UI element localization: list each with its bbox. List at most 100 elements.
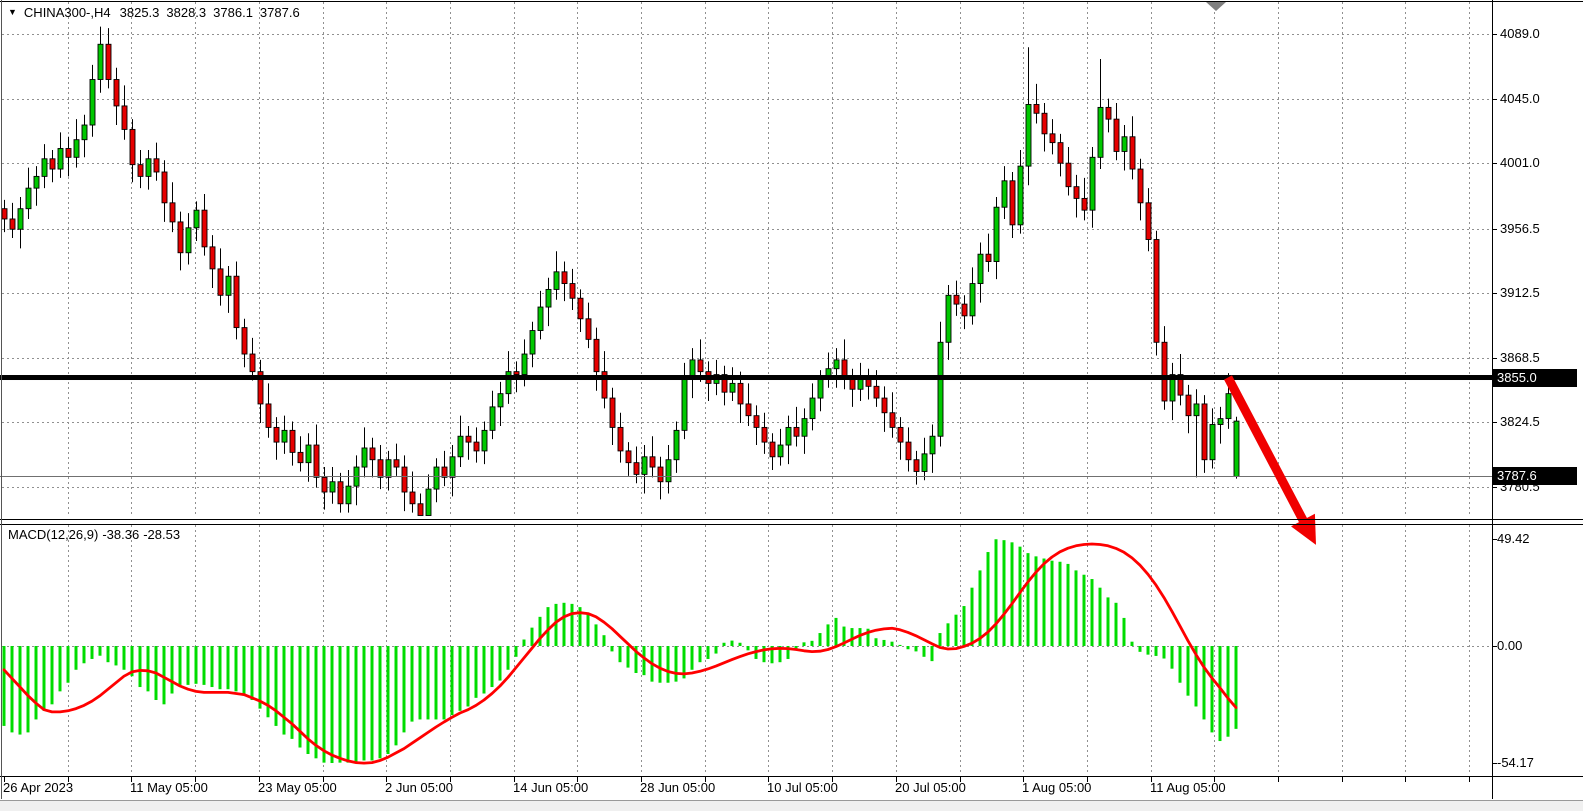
bear-candle — [249, 353, 256, 373]
bull-candle — [673, 429, 680, 461]
indicator-name: MACD(12,26,9) — [8, 527, 99, 542]
bull-candle — [777, 444, 784, 458]
macd-histogram-bar — [1010, 542, 1014, 646]
macd-histogram-bar — [50, 646, 54, 705]
bull-candle — [457, 435, 464, 458]
bull-candle — [361, 447, 368, 468]
bear-candle — [1105, 106, 1112, 120]
bear-candle — [617, 426, 624, 452]
price-tick-label: 3956.5 — [1500, 221, 1540, 236]
bear-candle — [897, 426, 904, 443]
close-value: 3787.6 — [259, 5, 300, 20]
macd-histogram-bar — [1218, 646, 1222, 742]
macd-histogram-bar — [458, 646, 462, 711]
macd-histogram-bar — [298, 646, 302, 748]
time-tick-label: 28 Jun 05:00 — [640, 780, 716, 795]
bear-candle — [905, 441, 912, 461]
macd-histogram-bar — [346, 646, 350, 763]
chart-shift-marker-icon[interactable] — [1206, 2, 1226, 11]
macd-histogram-bar — [34, 646, 38, 720]
bull-candle — [545, 288, 552, 308]
macd-histogram-bar — [322, 646, 326, 763]
macd-histogram-bar — [434, 646, 438, 720]
bear-candle — [577, 297, 584, 320]
bear-candle — [769, 441, 776, 458]
macd-histogram-bar — [42, 646, 46, 711]
bear-candle — [721, 374, 728, 393]
macd-histogram-bar — [1186, 646, 1190, 696]
macd-histogram-bar — [674, 646, 678, 682]
bull-candle — [929, 435, 936, 455]
bear-candle — [1009, 180, 1016, 226]
macd-histogram-bar — [274, 646, 278, 726]
macd-histogram-bar — [426, 646, 430, 720]
bull-candle — [833, 359, 840, 370]
macd-histogram-bar — [618, 646, 622, 663]
bear-candle — [737, 382, 744, 405]
macd-histogram-bar — [578, 607, 582, 646]
macd-histogram-bar — [306, 646, 310, 754]
macd-histogram-bar — [530, 627, 534, 646]
bear-candle — [697, 359, 704, 373]
macd-histogram-bar — [858, 628, 862, 646]
bull-candle — [1225, 393, 1232, 420]
bear-candle — [585, 318, 592, 340]
macd-histogram-bar — [114, 646, 118, 666]
macd-histogram-bar — [778, 646, 782, 663]
bull-candle — [1089, 156, 1096, 211]
bear-candle — [393, 459, 400, 468]
macd-histogram-bar — [1002, 540, 1006, 646]
macd-histogram-bar — [802, 642, 806, 646]
bear-candle — [337, 481, 344, 505]
macd-histogram-bar — [90, 646, 94, 659]
macd-histogram-bar — [162, 646, 166, 705]
bear-candle — [657, 466, 664, 483]
bear-candle — [129, 128, 136, 166]
macd-histogram-bar — [706, 646, 710, 659]
bull-candle — [81, 124, 88, 141]
bull-candle — [785, 426, 792, 446]
time-tick-label: 11 May 05:00 — [130, 780, 208, 795]
macd-histogram-bar — [1114, 602, 1118, 646]
macd-histogram-bar — [194, 646, 198, 684]
macd-histogram-bar — [1026, 553, 1030, 646]
bear-candle — [465, 435, 472, 443]
macd-histogram-bar — [554, 603, 558, 646]
macd-histogram-bar — [1154, 646, 1158, 656]
macd-histogram-bar — [82, 646, 86, 664]
macd-histogram-bar — [634, 646, 638, 673]
bear-candle — [1057, 142, 1064, 164]
price-tick-label: 3868.5 — [1500, 350, 1540, 365]
bull-candle — [1209, 424, 1216, 461]
bull-candle — [1001, 180, 1008, 208]
macd-histogram-bar — [570, 603, 574, 646]
bear-candle — [873, 385, 880, 399]
macd-histogram-bar — [1050, 560, 1054, 646]
macd-histogram-bar — [690, 646, 694, 670]
macd-histogram-bar — [586, 613, 590, 646]
macd-histogram-bar — [850, 628, 854, 646]
time-tick-label: 1 Aug 05:00 — [1022, 780, 1092, 795]
macd-histogram-bar — [722, 642, 726, 646]
bear-candle — [649, 456, 656, 468]
bull-candle — [345, 485, 352, 505]
macd-histogram-bar — [1194, 646, 1198, 707]
time-tick-label: 23 May 05:00 — [258, 780, 337, 795]
macd-histogram-bar — [1074, 570, 1078, 646]
macd-histogram-bar — [1234, 646, 1238, 729]
current-price-flag: 3787.6 — [1493, 467, 1577, 485]
bear-candle — [121, 105, 128, 130]
macd-histogram-bar — [202, 646, 206, 685]
bull-candle — [329, 481, 336, 493]
macd-histogram-bar — [18, 646, 22, 735]
horizontal-support-line[interactable] — [0, 375, 1492, 381]
macd-histogram-bar — [538, 616, 542, 646]
macd-histogram-bar — [594, 624, 598, 646]
macd-histogram-bar — [1122, 617, 1126, 646]
trend-arrow-head[interactable] — [1291, 513, 1316, 545]
bear-candle — [1073, 186, 1080, 199]
bear-candle — [1145, 202, 1152, 240]
bear-candle — [273, 426, 280, 443]
trend-arrow-shaft[interactable] — [1224, 375, 1309, 526]
